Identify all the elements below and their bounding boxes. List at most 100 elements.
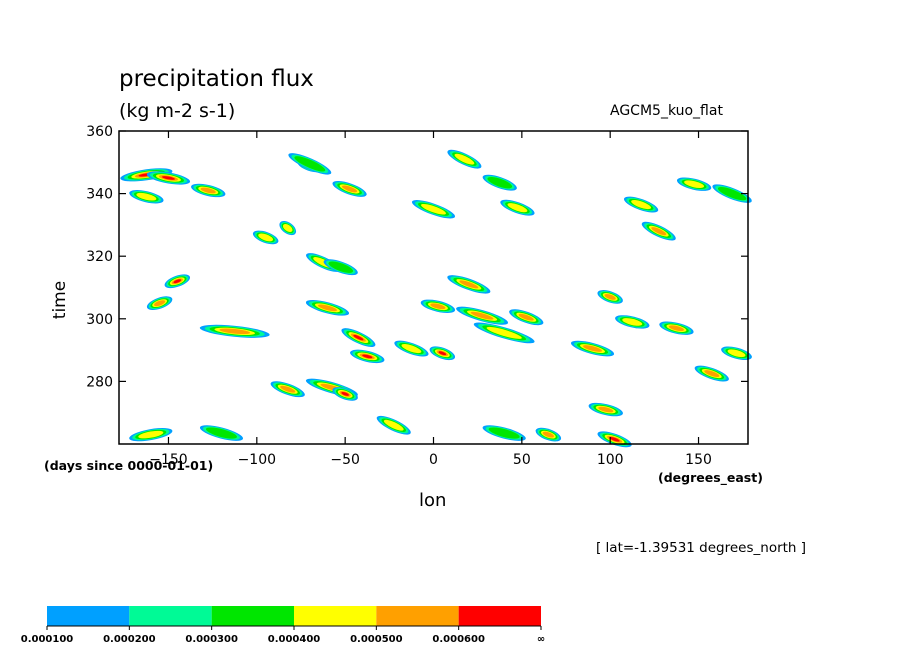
- precip-feature: [350, 349, 385, 364]
- precip-contour-level-4: [507, 203, 528, 213]
- precip-contour-level-5: [317, 304, 337, 312]
- colorbar-label: ∞: [537, 634, 545, 645]
- precip-feature: [164, 274, 191, 289]
- precip-contour-level-4: [486, 326, 522, 339]
- colorbar-label: 0.000600: [432, 634, 485, 645]
- precip-contour-level-5: [154, 300, 166, 307]
- x-tick-label: −100: [238, 452, 276, 468]
- y-tick-label: 300: [86, 312, 113, 328]
- precip-contour-level-5: [668, 325, 685, 332]
- chart-title: precipitation flux: [119, 66, 314, 92]
- precip-contour-level-5: [459, 280, 479, 289]
- precip-feature: [482, 174, 517, 191]
- precip-feature: [694, 365, 729, 382]
- precip-contour-level-3: [717, 186, 747, 201]
- y-tick-label: 280: [86, 374, 113, 390]
- colorbar-label: 0.000200: [103, 634, 156, 645]
- y-axis-units: (days since 0000-01-01): [44, 458, 214, 473]
- precip-feature: [623, 196, 659, 213]
- precip-contour-level-4: [282, 223, 293, 233]
- x-tick-label: 100: [597, 452, 624, 468]
- y-axis: 280 300 320 340 360: [86, 124, 748, 390]
- precip-contour-level-4: [136, 192, 157, 201]
- precip-feature: [509, 309, 544, 326]
- precip-feature: [676, 177, 712, 191]
- precip-feature: [429, 346, 456, 361]
- precip-feature: [535, 427, 562, 442]
- precip-feature: [411, 200, 456, 219]
- precip-contour-level-4: [138, 430, 164, 439]
- precip-feature: [597, 431, 632, 448]
- precip-contour-level-4: [258, 233, 274, 242]
- colorbar-label: 0.000400: [268, 634, 321, 645]
- precip-contour-level-6: [438, 351, 447, 356]
- y-tick-label: 320: [86, 249, 113, 265]
- precip-feature: [570, 340, 615, 357]
- precip-feature: [597, 290, 623, 304]
- precip-contour-level-3: [487, 176, 513, 189]
- precip-feature: [199, 324, 270, 338]
- precip-contour-level-5: [342, 185, 358, 193]
- precip-contour-level-3: [294, 156, 326, 172]
- plot-frame: [118, 130, 749, 445]
- precip-contour-level-4: [684, 180, 705, 189]
- colorbar-label: 0.000500: [350, 634, 403, 645]
- x-axis-label: lon: [419, 490, 447, 511]
- precip-feature: [447, 275, 491, 294]
- precip-contour-level-6: [609, 437, 620, 442]
- precip-feature: [447, 149, 482, 169]
- precip-contour-level-6: [362, 354, 373, 359]
- colorbar-label: 0.000300: [185, 634, 238, 645]
- x-tick-label: 0: [429, 452, 438, 468]
- precip-feature: [376, 415, 411, 435]
- precip-contour-level-4: [421, 203, 446, 215]
- x-axis: −150 −100 −50 0 50 100 150: [149, 131, 712, 468]
- colorbar-swatch: [376, 606, 459, 626]
- latitude-annotation: [ lat=-1.39531 degrees_north ]: [596, 540, 807, 556]
- chart-units: (kg m-2 s-1): [119, 100, 236, 122]
- precip-contour-level-5: [583, 345, 603, 352]
- precip-contour-level-5: [542, 431, 554, 438]
- precip-feature: [270, 381, 305, 398]
- precip-contour-level-6: [173, 279, 182, 284]
- precip-contour-level-5: [704, 370, 720, 378]
- precip-feature: [659, 321, 694, 335]
- colorbar-swatch: [47, 606, 130, 626]
- precip-feature: [146, 171, 191, 185]
- precip-feature: [191, 183, 226, 198]
- precip-feature: [721, 346, 752, 360]
- colorbar-swatch: [211, 606, 294, 626]
- precip-contour-level-5: [651, 227, 667, 236]
- precip-feature: [323, 259, 358, 276]
- x-axis-units: (degrees_east): [658, 470, 763, 485]
- y-tick-label: 360: [86, 124, 113, 140]
- model-label: AGCM5_kuo_flat: [610, 103, 723, 119]
- precip-contour-level-5: [598, 406, 614, 413]
- precip-contour-level-3: [328, 261, 354, 273]
- colorbar-label: 0.000100: [21, 634, 74, 645]
- precip-feature: [615, 315, 650, 329]
- x-tick-label: −150: [149, 452, 187, 468]
- precip-feature: [129, 427, 173, 442]
- precip-features: [120, 149, 752, 448]
- precip-contour-level-4: [622, 318, 643, 326]
- precip-contour-level-5: [430, 303, 446, 310]
- x-tick-label: −50: [330, 452, 360, 468]
- precip-contour-level-5: [280, 385, 296, 393]
- precip-feature: [482, 425, 526, 441]
- precip-feature: [394, 340, 429, 357]
- colorbar-swatch: [129, 606, 212, 626]
- precip-feature: [146, 296, 173, 310]
- y-tick-label: 340: [86, 187, 113, 203]
- precip-feature: [332, 180, 367, 197]
- precip-feature: [473, 322, 535, 344]
- precip-feature: [341, 328, 376, 347]
- precip-contour-level-5: [604, 293, 616, 300]
- precip-contour-level-6: [161, 176, 175, 180]
- precip-feature: [712, 184, 752, 203]
- colorbar: 0.000100 0.000200 0.000300 0.000400 0.000500…: [21, 606, 545, 645]
- precip-contour-level-4: [727, 349, 746, 358]
- precip-contour-level-3: [488, 427, 520, 439]
- precip-feature: [288, 153, 332, 175]
